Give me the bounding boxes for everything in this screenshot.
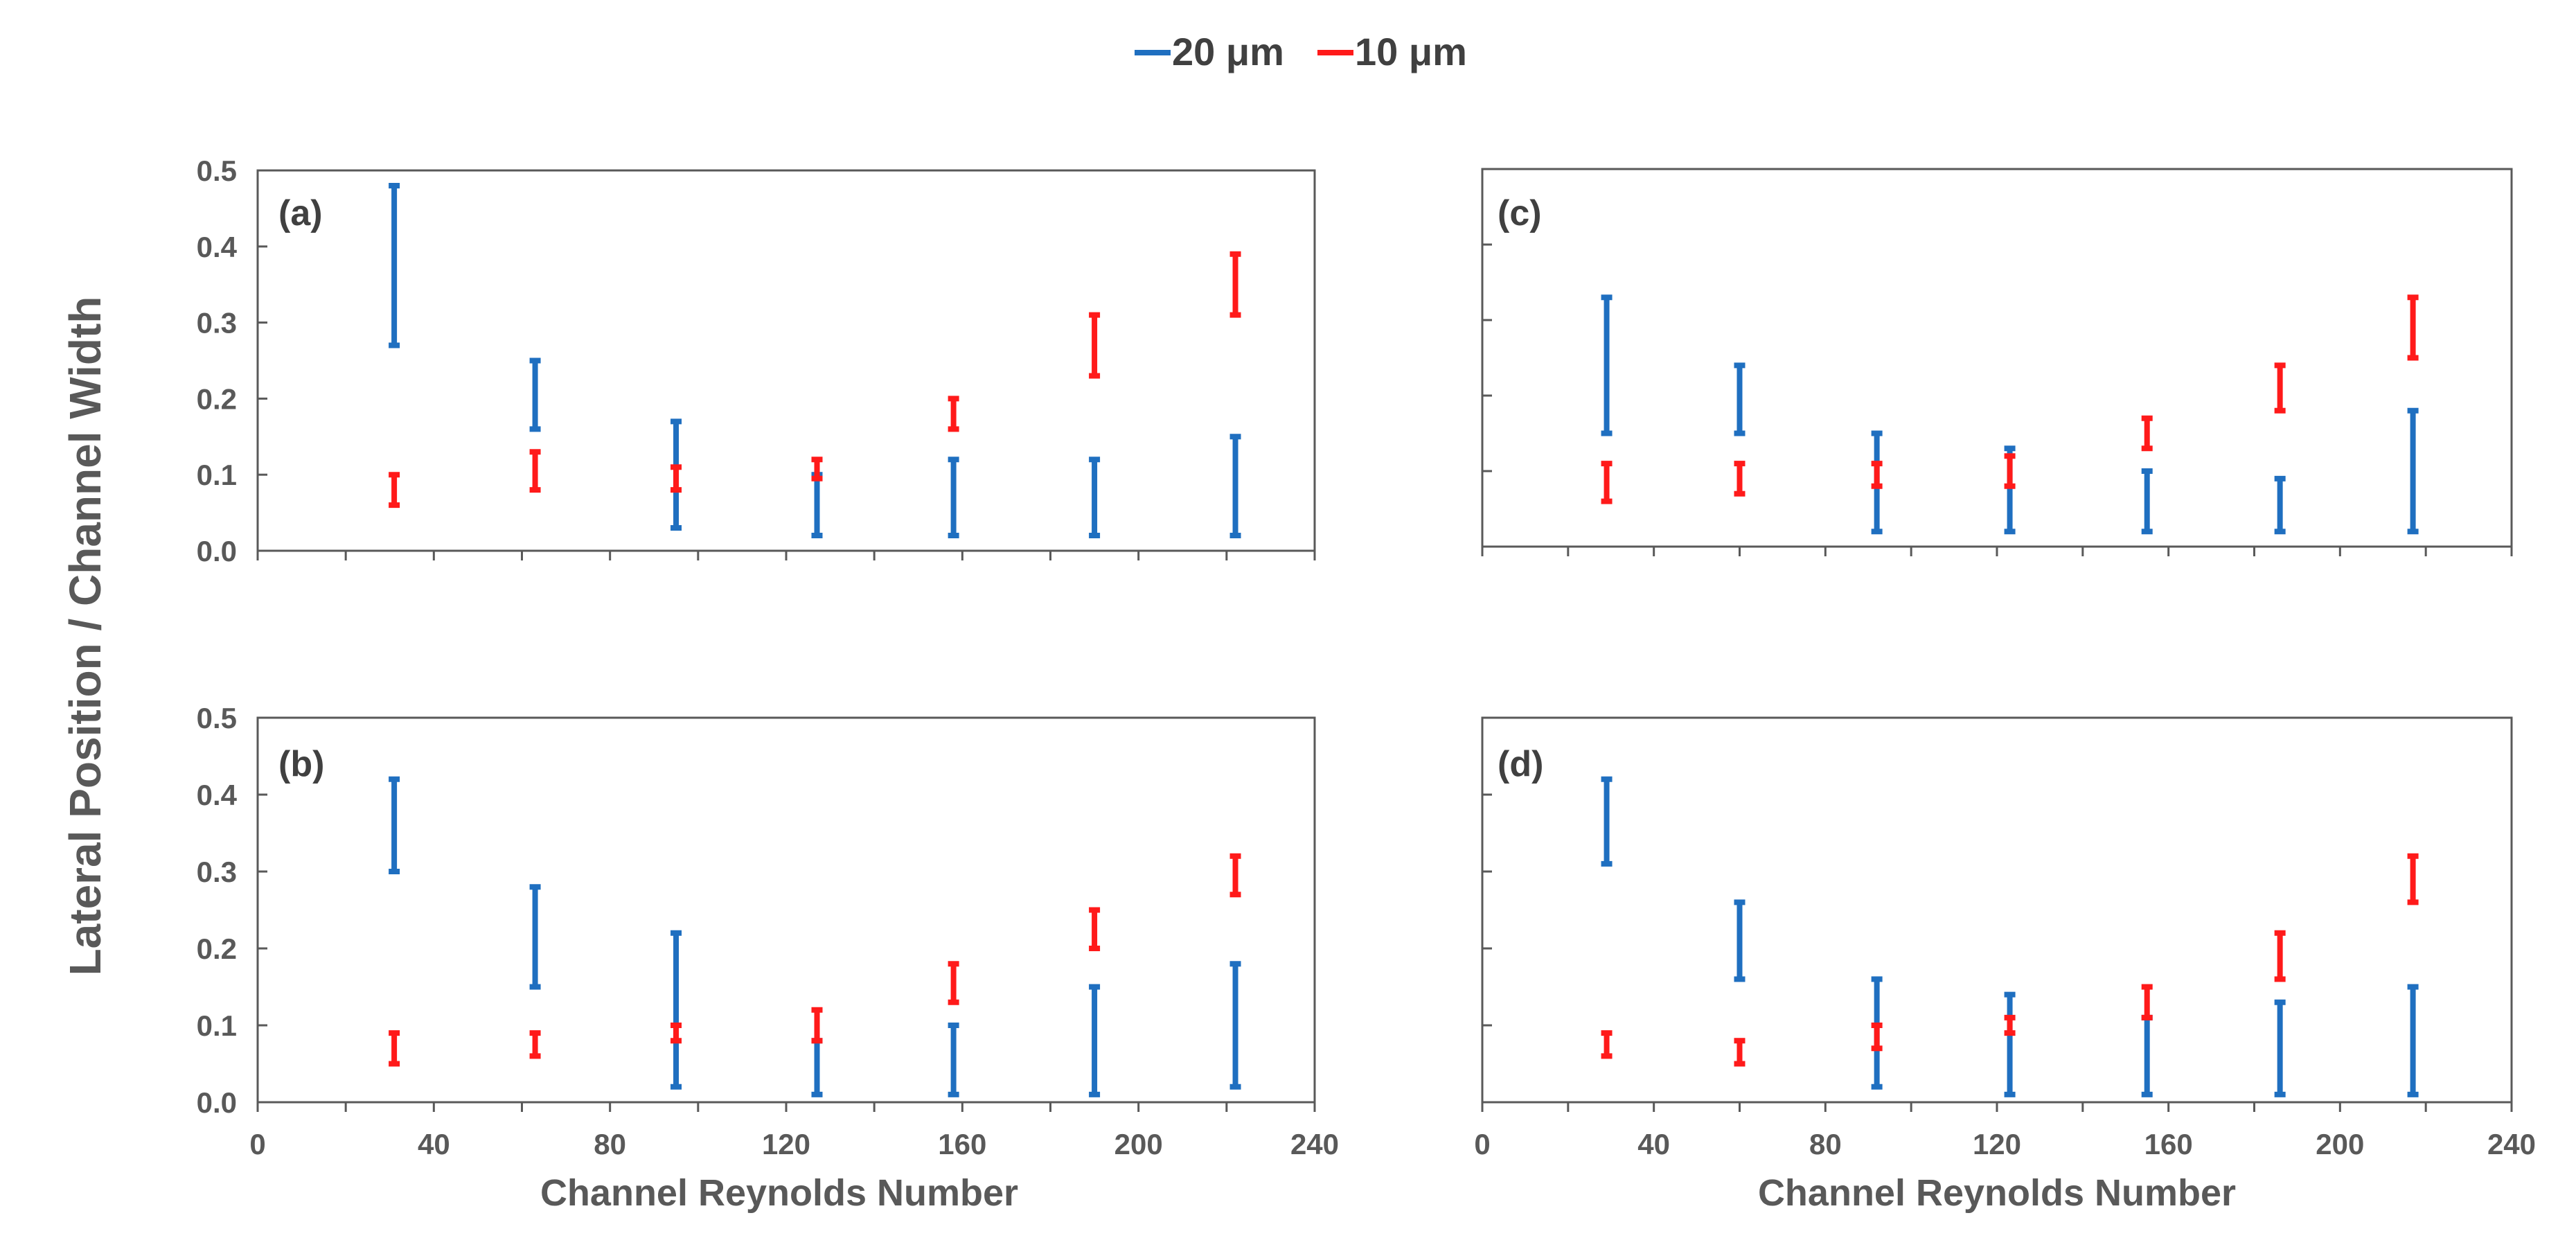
plot-frame <box>1481 716 2513 1104</box>
x-axis-title-right: Channel Reynolds Number <box>1758 1172 2236 1214</box>
x-axis-title-left: Channel Reynolds Number <box>540 1172 1018 1214</box>
y-tick-label: 0.3 <box>197 856 237 888</box>
plot-frame <box>256 716 1316 1104</box>
y-tick-label: 0.2 <box>197 932 237 965</box>
y-tick-label: 0.0 <box>197 1086 237 1119</box>
y-tick-label: 0.5 <box>197 702 237 734</box>
y-axis-title: Lateral Position / Channel Width <box>60 297 110 976</box>
x-tick-label: 40 <box>1637 1128 1670 1160</box>
panel-label: (b) <box>278 744 324 784</box>
x-tick-label: 120 <box>1973 1128 2021 1160</box>
x-tick-label: 240 <box>2487 1128 2536 1160</box>
panel-label: (a) <box>278 193 323 233</box>
panel-b: (b) 0.0 0.1 0.2 0.3 0.4 0.5 0 40 80 120 160 200 240 <box>197 702 1339 1160</box>
x-tick-label: 0 <box>1474 1128 1490 1160</box>
y-tick-label: 0.5 <box>197 154 237 187</box>
y-tick-label: 0.2 <box>197 382 237 415</box>
plot-frame <box>256 169 1316 552</box>
y-tick-label: 0.1 <box>197 1009 237 1042</box>
y-tick-label: 0.4 <box>197 231 238 263</box>
x-tick-label: 80 <box>1809 1128 1842 1160</box>
plot-frame <box>1481 168 2513 548</box>
legend-label-20um: 20 μm <box>1172 30 1284 73</box>
y-tick-label: 0.0 <box>197 535 237 567</box>
panel-a: (a) 0.0 0.1 0.2 0.3 0.4 0.5 <box>197 154 1316 567</box>
x-tick-label: 0 <box>249 1128 265 1160</box>
y-tick-label: 0.1 <box>197 459 237 491</box>
x-tick-label: 120 <box>762 1128 810 1160</box>
x-tick-label: 160 <box>938 1128 986 1160</box>
x-tick-label: 160 <box>2144 1128 2193 1160</box>
x-tick-label: 200 <box>1114 1128 1163 1160</box>
x-tick-label: 80 <box>594 1128 626 1160</box>
panel-d: (d) 0 40 80 120 160 200 240 <box>1474 716 2536 1160</box>
y-tick-label: 0.3 <box>197 307 237 339</box>
panel-label: (d) <box>1498 744 1543 784</box>
x-tick-label: 240 <box>1290 1128 1339 1160</box>
x-tick-label: 40 <box>418 1128 450 1160</box>
legend: 20 μm 10 μm <box>1135 30 1467 73</box>
x-tick-label: 200 <box>2316 1128 2364 1160</box>
legend-label-10um: 10 μm <box>1355 30 1467 73</box>
panel-c: (c) <box>1481 168 2513 556</box>
panel-label: (c) <box>1498 193 1542 233</box>
y-tick-label: 0.4 <box>197 779 238 811</box>
